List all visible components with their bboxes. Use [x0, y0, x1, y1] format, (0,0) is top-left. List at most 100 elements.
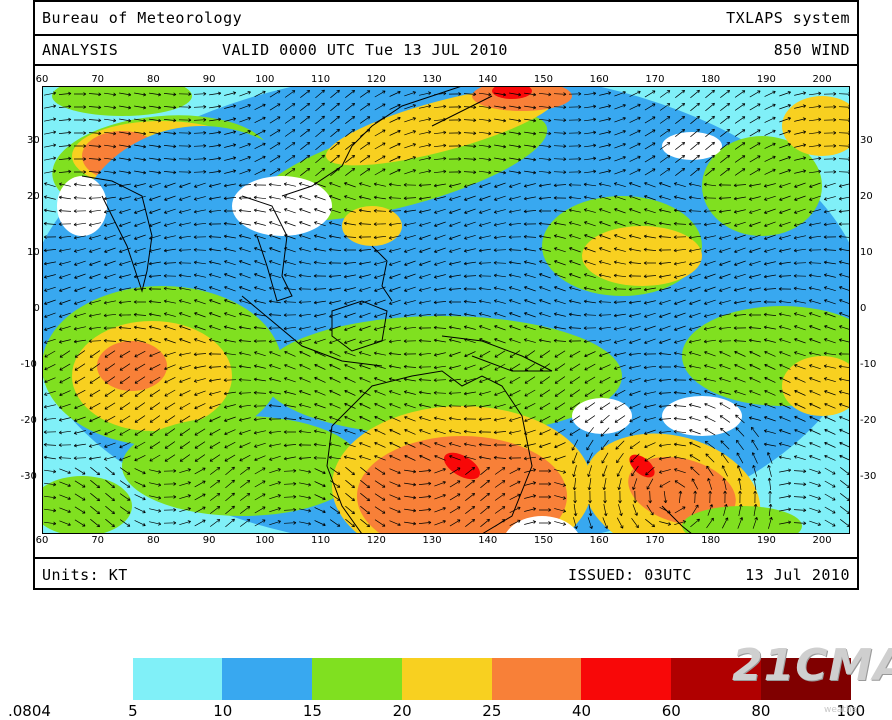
valid-time: VALID 0000 UTC Tue 13 JUL 2010	[222, 41, 508, 59]
colorbar-swatch	[312, 658, 403, 700]
lat-tick-label: -20	[860, 415, 877, 426]
lon-tick-label: 190	[756, 74, 776, 85]
lon-tick-label: 130	[422, 535, 442, 546]
units-label: Units: KT	[42, 566, 128, 584]
colorbar-swatch	[401, 658, 492, 700]
wind-map-svg	[42, 86, 850, 534]
agency-title: Bureau of Meteorology	[42, 9, 243, 27]
wind-vectors	[43, 89, 850, 530]
coastline	[326, 370, 533, 534]
product-label: ANALYSIS	[42, 41, 119, 59]
wind-speed-region	[702, 136, 822, 236]
wind-speed-region	[492, 86, 532, 99]
lon-tick-label: 140	[478, 535, 498, 546]
calm-region	[662, 396, 742, 436]
calm-region	[505, 516, 579, 534]
lon-tick-label: 200	[812, 74, 832, 85]
colorbar-swatch	[132, 658, 223, 700]
wind-map	[42, 86, 850, 534]
wind-speed-region	[122, 416, 362, 516]
colorbar-swatch	[760, 658, 851, 700]
colorbar-swatch	[670, 658, 762, 700]
lon-tick-label: 140	[478, 74, 498, 85]
title-divider	[33, 64, 859, 66]
header-divider	[33, 34, 859, 36]
coastline	[331, 300, 388, 352]
colorbar-swatch	[43, 658, 134, 700]
lat-tick-label: 10	[860, 247, 873, 258]
colorbar-swatch	[581, 658, 672, 700]
footer-divider	[33, 557, 859, 559]
lon-tick-label: 190	[756, 535, 776, 546]
lon-tick-label: 120	[366, 74, 386, 85]
lon-tick-label: 120	[366, 535, 386, 546]
colorbar-label: 20	[392, 702, 412, 720]
calm-region	[57, 176, 107, 236]
lon-tick-label: 160	[589, 74, 609, 85]
lon-tick-label: 110	[311, 74, 331, 85]
lat-tick-label: -30	[20, 471, 37, 482]
wind-speed-region	[628, 456, 736, 526]
field-label: 850 WIND	[773, 41, 850, 59]
lat-tick-label: 30	[27, 135, 40, 146]
wind-speed-region	[582, 226, 702, 286]
coastline	[241, 195, 293, 302]
coastline	[661, 505, 693, 534]
lon-tick-label: 70	[91, 535, 105, 546]
lon-tick-label: 80	[147, 74, 160, 85]
coastline	[431, 95, 493, 127]
coastline	[441, 335, 553, 372]
lon-tick-label: 170	[645, 535, 665, 546]
lon-tick-label: 110	[311, 535, 331, 546]
wind-speed-region	[342, 206, 402, 246]
lon-tick-label: 60	[35, 74, 49, 85]
chart-frame	[33, 0, 859, 590]
colorbar-label: 5	[128, 702, 138, 720]
colorbar-swatch	[222, 658, 313, 700]
colorbar-label: .0804	[8, 702, 51, 720]
lon-tick-label: 180	[701, 535, 721, 546]
calm-region	[572, 398, 632, 434]
wind-speed-region	[782, 356, 850, 416]
watermark-sub: weather	[824, 705, 861, 715]
lat-tick-label: 0	[33, 303, 40, 314]
lat-tick-label: 30	[860, 135, 873, 146]
lat-tick-label: -30	[860, 471, 877, 482]
colorbar-label: 80	[751, 702, 771, 720]
lon-tick-label: 130	[422, 74, 442, 85]
colorbar-label: 100	[836, 702, 866, 720]
lat-tick-label: -10	[860, 359, 877, 370]
coastline	[281, 86, 463, 197]
watermark-logo: 21CMA	[732, 640, 892, 691]
lon-tick-label: 90	[202, 74, 216, 85]
colorbar-swatch	[491, 658, 582, 700]
lat-tick-label: 10	[27, 247, 40, 258]
lon-tick-label: 100	[255, 535, 275, 546]
lon-tick-label: 200	[812, 535, 832, 546]
lon-tick-label: 80	[147, 535, 160, 546]
wind-speed-region	[629, 454, 655, 478]
colorbar-label: 60	[661, 702, 681, 720]
lon-tick-label: 160	[589, 535, 609, 546]
coastline	[81, 175, 153, 293]
calm-region	[232, 176, 332, 236]
lat-tick-label: 0	[860, 303, 867, 314]
lon-tick-label: 100	[255, 74, 275, 85]
lon-tick-label: 180	[701, 74, 721, 85]
wind-speed-region	[97, 341, 167, 391]
system-title: TXLAPS system	[726, 9, 850, 27]
lon-tick-label: 90	[202, 535, 216, 546]
lon-tick-label: 150	[533, 74, 553, 85]
colorbar-label: 10	[213, 702, 233, 720]
coastline	[241, 295, 383, 367]
coastline	[371, 245, 393, 302]
colorbar-label: 25	[482, 702, 502, 720]
colorbar-label: 40	[572, 702, 592, 720]
lat-tick-label: 20	[860, 191, 873, 202]
lat-tick-label: -20	[20, 415, 37, 426]
lon-tick-label: 70	[91, 74, 105, 85]
lat-tick-label: 20	[27, 191, 40, 202]
wind-speed-region	[443, 452, 481, 480]
lon-tick-label: 170	[645, 74, 665, 85]
issued-date: 13 Jul 2010	[745, 566, 850, 584]
